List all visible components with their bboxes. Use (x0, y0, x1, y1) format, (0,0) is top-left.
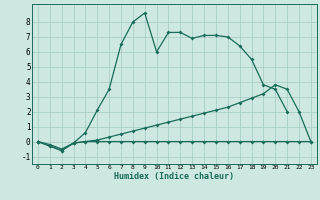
X-axis label: Humidex (Indice chaleur): Humidex (Indice chaleur) (115, 172, 234, 181)
